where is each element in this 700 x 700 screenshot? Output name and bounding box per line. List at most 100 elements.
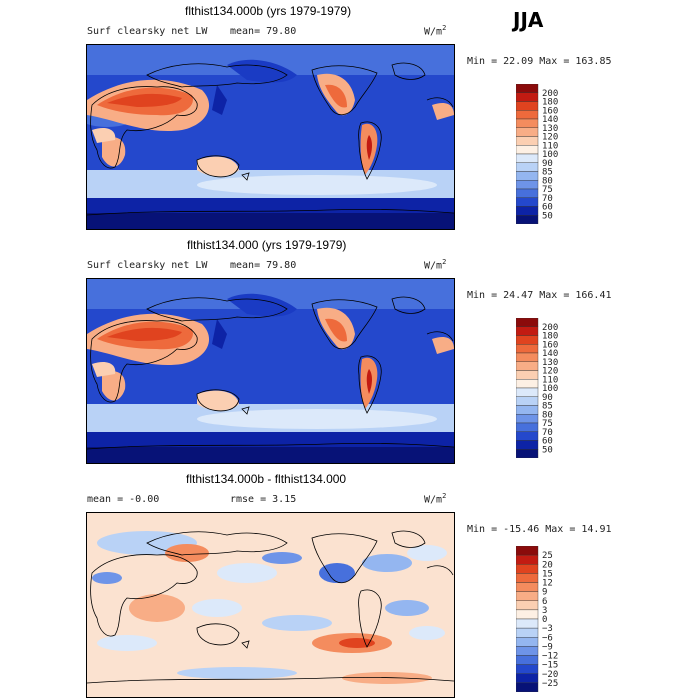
panel-1-map <box>86 44 455 230</box>
colorbar-tick-label: 160 <box>542 106 558 116</box>
colorbar-tick-label: 100 <box>542 150 558 160</box>
colorbar-tick-label: 80 <box>542 410 553 420</box>
colorbar-tick-label: 90 <box>542 393 553 403</box>
panel-1-field <box>87 45 454 229</box>
colorbar-tick-label: 120 <box>542 133 558 143</box>
colorbar-swatch <box>516 673 539 684</box>
colorbar-swatch <box>516 655 539 665</box>
panel-1-title: flthist134.000b (yrs 1979-1979) <box>185 4 352 18</box>
colorbar-swatch <box>516 335 539 345</box>
panel-3-units: W/m2 <box>424 492 447 506</box>
panel-1-units: W/m2 <box>424 24 447 38</box>
colorbar-tick-label: 110 <box>542 375 558 385</box>
colorbar-tick-label: 25 <box>542 551 553 561</box>
colorbar-swatch <box>516 564 539 574</box>
colorbar-swatch <box>516 197 539 207</box>
colorbar-tick-label: −15 <box>542 661 558 671</box>
colorbar-swatch <box>516 646 539 656</box>
panel-1-variable-label: Surf clearsky net LW <box>87 26 208 37</box>
colorbar-tick-label: −20 <box>542 670 558 680</box>
panel-1-mean-label: mean= 79.80 <box>230 26 297 37</box>
colorbar-tick-label: 85 <box>542 168 553 178</box>
colorbar-swatch <box>516 582 539 592</box>
colorbar-swatch <box>516 180 539 190</box>
colorbar-tick-label: 70 <box>542 194 553 204</box>
panel-3-mean-label: mean = -0.00 <box>87 494 160 505</box>
panel-3-colorbar: 25 20 15 12 9 6 3 0 −3 −6 −9 −12 −15 −20 −25 <box>516 546 586 692</box>
colorbar-swatch <box>516 554 539 565</box>
colorbar-swatch <box>516 637 539 647</box>
colorbar-tick-label: 9 <box>542 588 547 598</box>
colorbar-tick-label: 60 <box>542 437 553 447</box>
colorbar-tick-label: 15 <box>542 569 553 579</box>
colorbar-swatch <box>516 664 539 674</box>
colorbar-tick-label: 100 <box>542 384 558 394</box>
panel-3-minmax: Min = -15.46 Max = 14.91 <box>467 524 612 535</box>
colorbar-swatch <box>516 414 539 424</box>
panel-3-map <box>86 512 455 698</box>
colorbar-swatch <box>516 344 539 354</box>
colorbar-swatch <box>516 171 539 181</box>
colorbar-swatch <box>516 162 539 172</box>
panel-2-map <box>86 278 455 464</box>
colorbar-swatch <box>516 682 539 692</box>
colorbar-swatch <box>516 215 539 224</box>
colorbar-tick-label: 85 <box>542 402 553 412</box>
colorbar-tick-label: −25 <box>542 679 558 689</box>
colorbar-swatch <box>516 379 539 389</box>
colorbar-tick-label: 130 <box>542 124 558 134</box>
colorbar-tick-label: 140 <box>542 115 558 125</box>
colorbar-tick-label: −3 <box>542 624 553 634</box>
panel-2-title: flthist134.000 (yrs 1979-1979) <box>187 238 347 252</box>
colorbar-tick-label: 200 <box>542 323 558 333</box>
colorbar-swatch <box>516 206 539 216</box>
panel-1-minmax: Min = 22.09 Max = 163.85 <box>467 56 612 67</box>
panel-2-field <box>87 279 454 463</box>
colorbar-tick-label: 0 <box>542 615 547 625</box>
colorbar-swatch <box>516 546 539 556</box>
panel-3-title: flthist134.000b - flthist134.000 <box>186 472 347 486</box>
colorbar-swatch <box>516 370 539 380</box>
colorbar-swatch <box>516 101 539 111</box>
colorbar-swatch <box>516 387 539 397</box>
colorbar-tick-label: 60 <box>542 203 553 213</box>
colorbar-swatch <box>516 422 539 432</box>
colorbar-tick-label: 90 <box>542 159 553 169</box>
colorbar-swatch <box>516 573 539 583</box>
colorbar-swatch <box>516 618 539 629</box>
colorbar-swatch <box>516 431 539 441</box>
colorbar-swatch <box>516 127 539 137</box>
colorbar-swatch <box>516 449 539 458</box>
colorbar-tick-label: −9 <box>542 642 553 652</box>
colorbar-tick-label: 80 <box>542 176 553 186</box>
colorbar-tick-label: 130 <box>542 358 558 368</box>
colorbar-swatch <box>516 145 539 155</box>
colorbar-swatch <box>516 627 539 638</box>
panel-1-colorbar: 200 180 160 140 130 120 110 100 90 85 80 75 70 60 50 <box>516 84 586 224</box>
colorbar-swatch <box>516 84 539 93</box>
panel-2-mean-label: mean= 79.80 <box>230 260 297 271</box>
colorbar-tick-label: 70 <box>542 428 553 438</box>
colorbar-tick-label: 200 <box>542 89 558 99</box>
panel-2-minmax: Min = 24.47 Max = 166.41 <box>467 290 612 301</box>
panel-2-colorbar: 200 180 160 140 130 120 110 100 90 85 80 75 70 60 50 <box>516 318 586 458</box>
colorbar-swatch <box>516 405 539 415</box>
colorbar-tick-label: 120 <box>542 367 558 377</box>
colorbar-tick-label: 12 <box>542 579 553 589</box>
colorbar-swatch <box>516 136 539 146</box>
colorbar-tick-label: 50 <box>542 445 553 455</box>
colorbar-tick-label: −6 <box>542 633 553 643</box>
colorbar-swatch <box>516 188 539 198</box>
colorbar-swatch <box>516 110 539 120</box>
colorbar-swatch <box>516 92 539 102</box>
colorbar-swatch <box>516 591 539 601</box>
colorbar-tick-label: 180 <box>542 98 558 108</box>
season-label: JJA <box>513 8 544 32</box>
colorbar-swatch <box>516 352 539 362</box>
panel-3-rmse-label: rmse = 3.15 <box>230 494 297 505</box>
colorbar-swatch <box>516 361 539 371</box>
colorbar-swatch <box>516 118 539 128</box>
panel-2-variable-label: Surf clearsky net LW <box>87 260 208 271</box>
